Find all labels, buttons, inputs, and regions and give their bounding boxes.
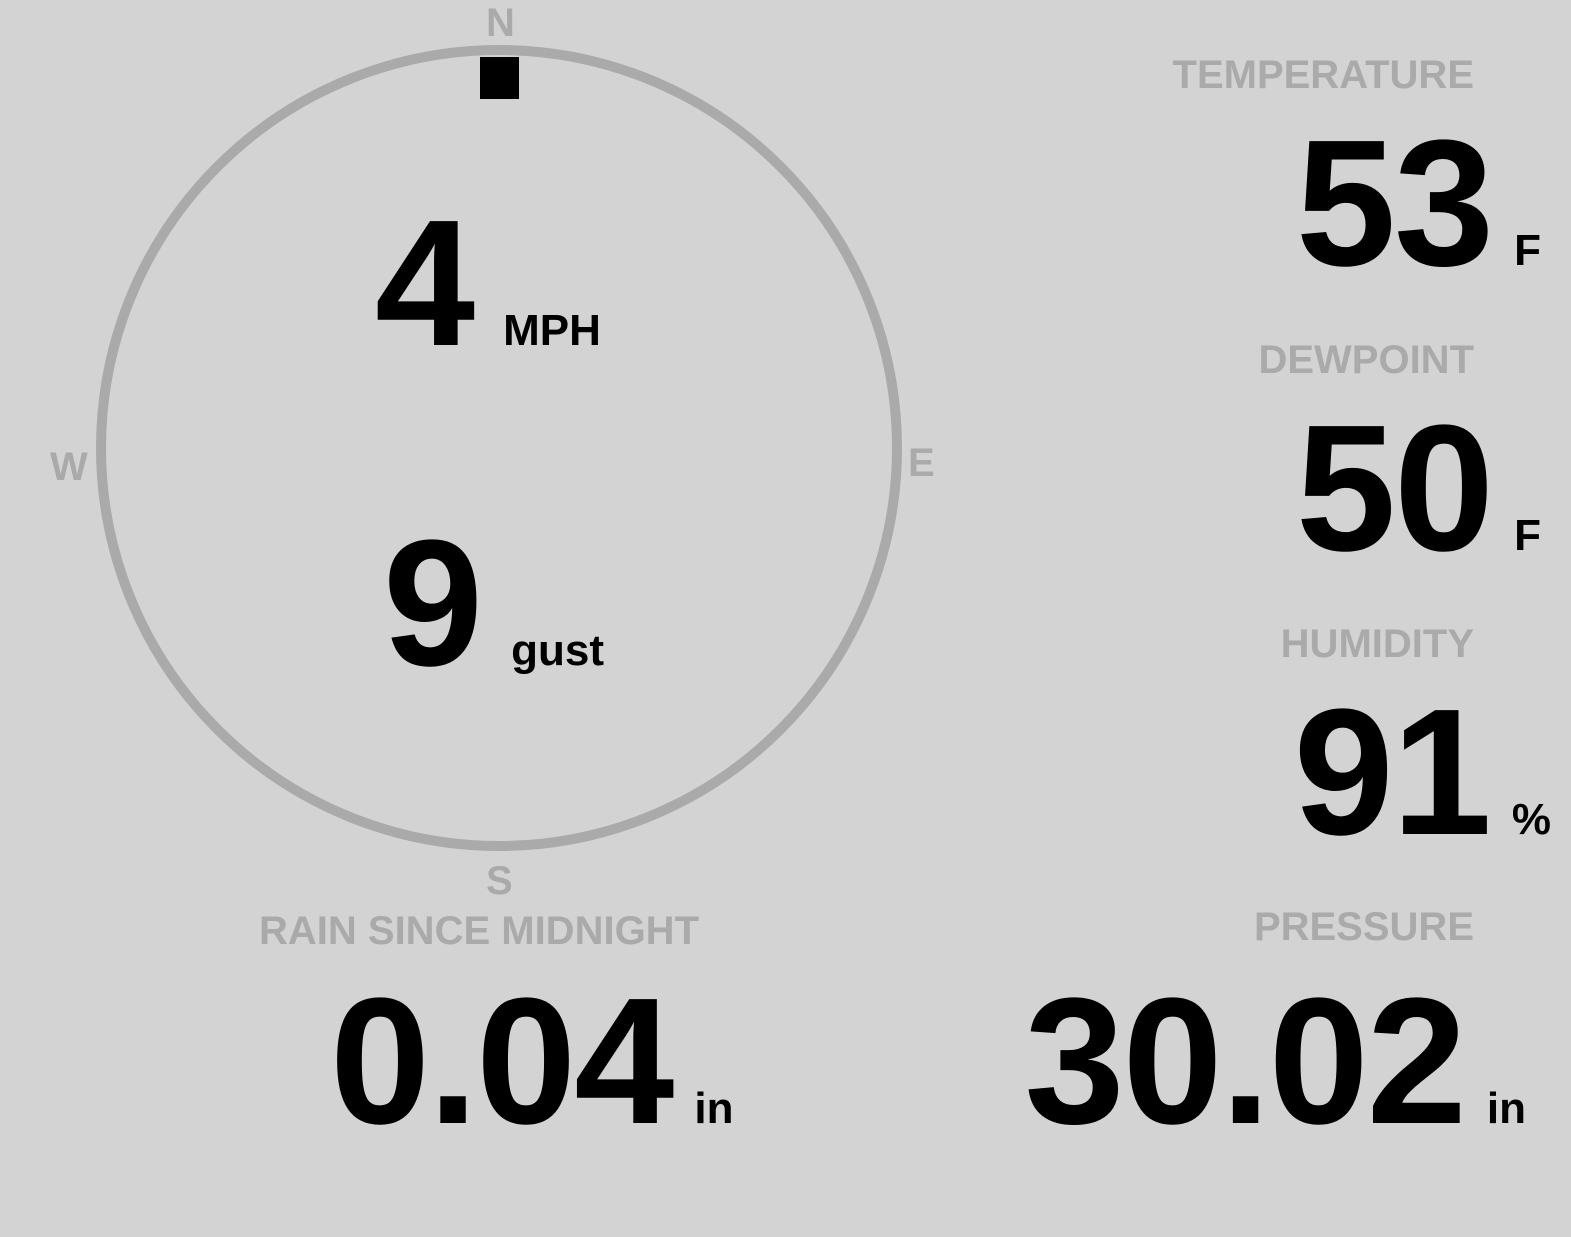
wind-speed-value: 4	[375, 183, 475, 384]
compass-north-label: N	[486, 1, 515, 45]
rain-label: RAIN SINCE MIDNIGHT	[259, 909, 699, 953]
compass-south-label: S	[486, 859, 513, 903]
temperature-value: 53	[1295, 103, 1494, 304]
pressure-unit: in	[1486, 1084, 1526, 1133]
wind-speed-unit: MPH	[503, 306, 601, 355]
wind-gust-row: 9 gust	[383, 500, 604, 707]
rain-unit: in	[694, 1084, 734, 1133]
pressure-value: 30.02	[1024, 961, 1466, 1162]
compass-east-label: E	[908, 441, 935, 485]
wind-gust-value: 9	[383, 503, 483, 704]
humidity-value: 91	[1293, 672, 1492, 873]
temperature-label: TEMPERATURE	[1172, 53, 1474, 97]
compass-circle	[96, 45, 902, 851]
dewpoint-label: DEWPOINT	[1258, 338, 1474, 382]
humidity-unit: %	[1511, 795, 1551, 844]
compass-west-label: W	[50, 445, 88, 489]
dewpoint-unit: F	[1514, 511, 1541, 560]
wind-gust-unit: gust	[511, 626, 604, 675]
humidity-label: HUMIDITY	[1280, 622, 1474, 666]
rain-row: 0.04 in	[330, 958, 733, 1165]
dewpoint-row: 50 F	[1296, 385, 1541, 592]
rain-value: 0.04	[330, 961, 674, 1162]
pressure-row: 30.02 in	[1024, 958, 1526, 1165]
temperature-unit: F	[1514, 226, 1541, 275]
dewpoint-value: 50	[1295, 388, 1494, 589]
wind-direction-marker	[480, 57, 519, 99]
wind-speed-row: 4 MPH	[375, 180, 601, 387]
temperature-row: 53 F	[1296, 100, 1541, 307]
pressure-label: PRESSURE	[1253, 905, 1474, 949]
compass-ring	[96, 45, 902, 851]
humidity-row: 91 %	[1294, 669, 1551, 876]
